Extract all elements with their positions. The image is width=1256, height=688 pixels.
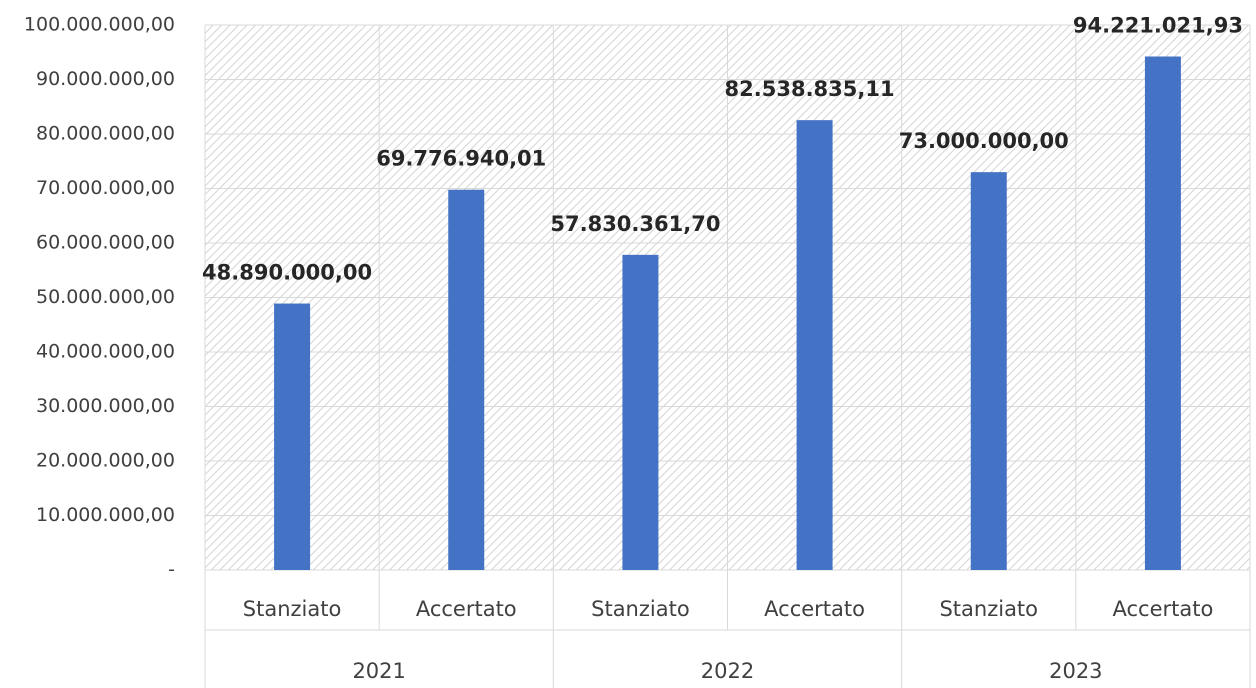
y-tick-label: 60.000.000,00 (36, 232, 175, 254)
bar (274, 303, 311, 570)
value-label: 73.000.000,00 (899, 129, 1069, 153)
y-tick-label: 10.000.000,00 (36, 504, 175, 526)
group-label: 2023 (1049, 659, 1102, 683)
y-tick-label: 20.000.000,00 (36, 450, 175, 472)
x-tick-label: Stanziato (939, 597, 1038, 621)
y-tick-label: 50.000.000,00 (36, 286, 175, 308)
y-tick-label: 80.000.000,00 (36, 123, 175, 145)
x-tick-label: Accertato (764, 597, 865, 621)
x-tick-label: Stanziato (591, 597, 690, 621)
bar (970, 172, 1007, 570)
x-tick-label: Accertato (416, 597, 517, 621)
y-tick-label: 90.000.000,00 (36, 68, 175, 90)
value-label: 69.776.940,01 (376, 147, 546, 171)
y-tick-label: 100.000.000,00 (24, 14, 175, 36)
group-label: 2021 (352, 659, 405, 683)
bar (1144, 56, 1181, 571)
bar (622, 254, 659, 570)
value-label: 48.890.000,00 (202, 261, 372, 285)
value-label: 82.538.835,11 (725, 77, 895, 101)
y-tick-label: 30.000.000,00 (36, 395, 175, 417)
group-label: 2022 (701, 659, 754, 683)
x-tick-label: Stanziato (243, 597, 342, 621)
bar (796, 120, 833, 571)
y-tick-label: - (168, 559, 175, 581)
value-label: 57.830.361,70 (550, 212, 720, 236)
y-tick-label: 70.000.000,00 (36, 177, 175, 199)
value-label: 94.221.021,93 (1073, 13, 1243, 37)
y-tick-label: 40.000.000,00 (36, 341, 175, 363)
x-tick-label: Accertato (1113, 597, 1214, 621)
bar (448, 189, 485, 570)
